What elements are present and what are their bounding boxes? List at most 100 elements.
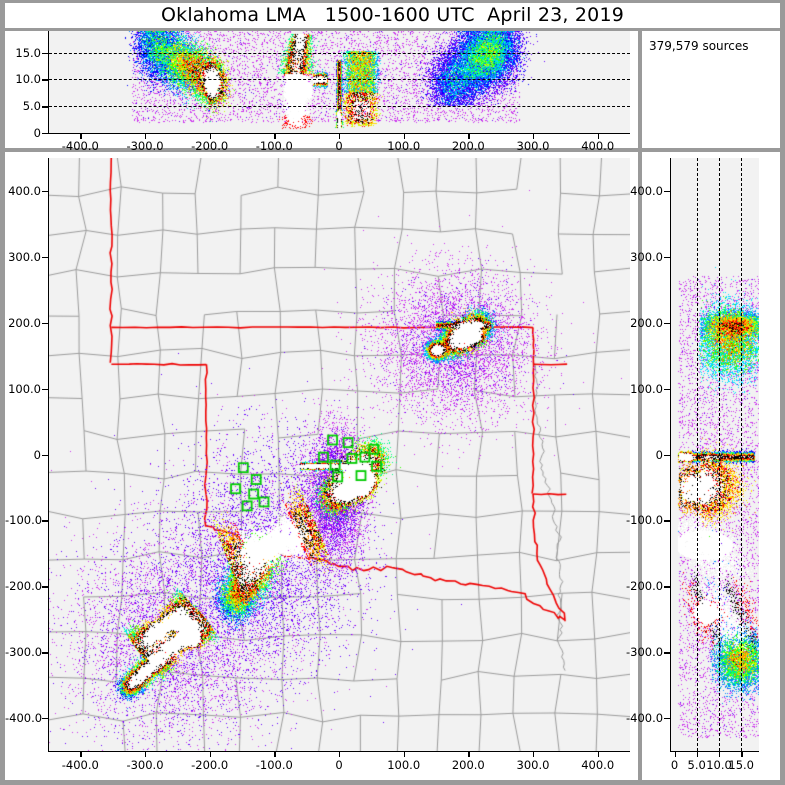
map-y-tick bbox=[42, 718, 49, 720]
map-x-tick bbox=[339, 751, 341, 757]
top-x-tick bbox=[274, 133, 276, 139]
map-x-tick-label: 300.0 bbox=[516, 758, 550, 772]
map-x-tick-label: 100.0 bbox=[387, 758, 421, 772]
top-panel-scatter bbox=[48, 31, 630, 133]
map-x-tick-label: -200.0 bbox=[191, 758, 229, 772]
right-y-tick bbox=[664, 520, 671, 522]
top-y-tick-label: 0 bbox=[33, 126, 41, 140]
map-y-tick bbox=[42, 190, 49, 193]
top-x-tick bbox=[597, 133, 600, 139]
right-y-tick-label: 200.0 bbox=[630, 315, 663, 330]
title-bar: Oklahoma LMA 1500-1600 UTC April 23, 201… bbox=[5, 3, 780, 28]
map-y-tick-label: -400.0 bbox=[5, 711, 43, 726]
right-x-tick-label: 15.0 bbox=[728, 758, 754, 772]
top-x-tick bbox=[209, 133, 212, 139]
top-x-tick-label: 300.0 bbox=[516, 139, 550, 153]
top-y-tick-label: 5.0 bbox=[22, 99, 41, 114]
right-y-tick bbox=[664, 388, 671, 390]
top-x-tick bbox=[533, 133, 535, 139]
source-count-label: 379,579 sources bbox=[649, 39, 749, 53]
top-gridline bbox=[49, 79, 630, 81]
top-y-tick bbox=[42, 106, 49, 108]
top-x-tick-label: 400.0 bbox=[581, 139, 615, 153]
top-gridline bbox=[49, 52, 630, 54]
map-x-tick-label: 200.0 bbox=[451, 758, 485, 772]
right-gridline bbox=[741, 158, 743, 751]
right-y-tick bbox=[664, 454, 671, 456]
top-x-tick bbox=[468, 133, 470, 139]
north-south-vs-altitude-panel: 400.0 300.0 200.0 100.0 0 -100.0 -200.0 -300.0 -… bbox=[626, 152, 780, 780]
map-x-tick bbox=[468, 751, 470, 757]
top-y-tick-label: 15.0 bbox=[15, 45, 41, 60]
right-y-tick bbox=[664, 256, 671, 259]
right-x-tick-label: 10.0 bbox=[706, 758, 732, 772]
map-x-tick-label: 400.0 bbox=[581, 758, 615, 772]
map-x-tick bbox=[274, 751, 276, 757]
map-y-tick-label: 300.0 bbox=[8, 249, 41, 264]
right-y-tick-label: -300.0 bbox=[626, 645, 664, 660]
map-x-tick-label: -400.0 bbox=[61, 758, 99, 772]
right-x-tick bbox=[674, 751, 676, 757]
top-x-tick bbox=[403, 133, 406, 139]
top-y-tick bbox=[42, 52, 49, 54]
top-x-tick-label: -400.0 bbox=[61, 139, 99, 153]
right-y-tick-label: 0 bbox=[655, 447, 663, 462]
right-gridline bbox=[696, 158, 698, 751]
map-x-tick bbox=[403, 751, 406, 757]
map-y-tick-label: -200.0 bbox=[5, 579, 43, 594]
plan-view-map-panel: 400.0 300.0 200.0 100.0 0 -100.0 -200.0 -300.0 -… bbox=[5, 152, 638, 780]
altitude-vs-east-west-panel: 0 5.0 10.0 15.0 -400.0 -300.0 -200.0 -100.0 0 100… bbox=[5, 31, 638, 153]
map-y-tick-label: 200.0 bbox=[8, 315, 41, 330]
right-y-tick-label: 300.0 bbox=[630, 249, 663, 264]
map-y-tick-label: 100.0 bbox=[8, 381, 41, 396]
right-y-tick bbox=[664, 718, 671, 720]
top-x-tick-label: -300.0 bbox=[126, 139, 164, 153]
map-y-tick-label: 400.0 bbox=[8, 183, 41, 198]
map-y-tick bbox=[42, 322, 49, 325]
right-y-tick bbox=[664, 190, 671, 193]
map-x-tick bbox=[597, 751, 600, 757]
map-y-tick-label: -100.0 bbox=[5, 513, 43, 528]
map-y-tick-label: -300.0 bbox=[5, 645, 43, 660]
page-title: Oklahoma LMA 1500-1600 UTC April 23, 201… bbox=[160, 4, 625, 26]
map-y-tick bbox=[42, 652, 49, 654]
right-x-tick bbox=[719, 751, 721, 757]
map-y-tick bbox=[42, 256, 49, 259]
map-x-tick-label: -100.0 bbox=[255, 758, 293, 772]
map-y-tick bbox=[42, 388, 49, 390]
right-y-tick-label: 100.0 bbox=[630, 381, 663, 396]
map-y-tick bbox=[42, 454, 49, 456]
top-x-tick bbox=[339, 133, 341, 139]
right-panel-scatter bbox=[670, 158, 759, 751]
map-x-tick-label: -300.0 bbox=[126, 758, 164, 772]
top-x-tick-label: 0 bbox=[335, 139, 343, 153]
right-x-axis bbox=[670, 751, 759, 753]
map-y-tick-label: 0 bbox=[33, 447, 41, 462]
right-y-tick bbox=[664, 322, 671, 325]
right-y-tick-label: -400.0 bbox=[626, 711, 664, 726]
map-y-tick bbox=[42, 586, 49, 588]
source-count-panel: 379,579 sources bbox=[642, 31, 780, 148]
right-x-tick-label: 0 bbox=[670, 758, 679, 772]
top-y-tick bbox=[42, 79, 49, 81]
map-x-tick bbox=[145, 751, 147, 757]
top-x-tick-label: 200.0 bbox=[451, 139, 485, 153]
right-y-tick-label: -200.0 bbox=[626, 579, 664, 594]
map-geography-and-sources bbox=[48, 158, 630, 751]
map-y-tick bbox=[42, 520, 49, 522]
top-y-tick-label: 10.0 bbox=[15, 72, 41, 87]
right-y-tick bbox=[664, 652, 671, 654]
top-y-tick bbox=[42, 133, 49, 135]
top-x-tick bbox=[80, 133, 82, 139]
right-x-tick bbox=[696, 751, 699, 757]
right-x-tick bbox=[741, 751, 743, 757]
map-x-tick bbox=[533, 751, 535, 757]
top-x-tick-label: -200.0 bbox=[191, 139, 229, 153]
right-y-tick-label: 400.0 bbox=[630, 183, 663, 198]
right-y-tick bbox=[664, 586, 671, 588]
map-x-tick bbox=[209, 751, 212, 757]
right-y-tick-label: -100.0 bbox=[626, 513, 664, 528]
map-x-tick bbox=[80, 751, 82, 757]
map-x-tick-label: 0 bbox=[335, 758, 343, 772]
